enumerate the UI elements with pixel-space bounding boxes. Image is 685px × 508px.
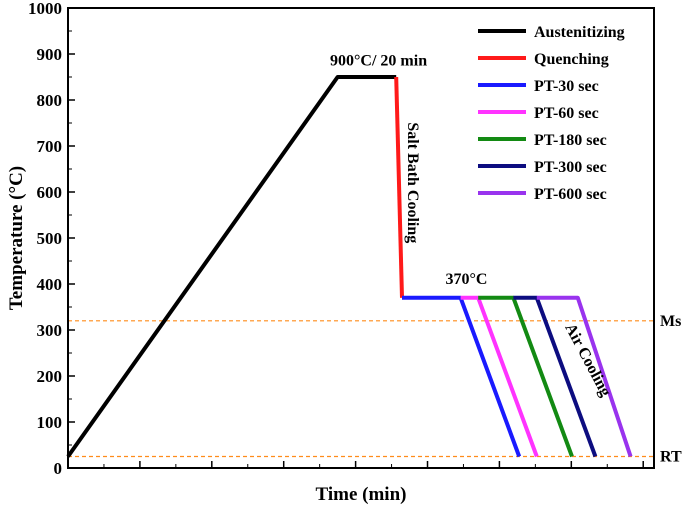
annotation-1: Salt Bath Cooling [404, 122, 421, 243]
legend-label-5: PT-300 sec [534, 159, 607, 176]
legend-label-0: Austenitizing [534, 24, 625, 41]
series-line-3 [460, 295, 539, 458]
series-line-5 [513, 295, 598, 458]
series-line-4 [478, 295, 574, 458]
legend-label-6: PT-600 sec [534, 186, 607, 203]
annotation-2: 370°C [446, 271, 488, 288]
y-tick-label-1: 100 [37, 413, 63, 432]
legend-label-2: PT-30 sec [534, 78, 599, 95]
legend-label-1: Quenching [534, 51, 609, 68]
y-tick-label-10: 1000 [28, 0, 62, 18]
y-tick-label-6: 600 [37, 183, 63, 202]
y-tick-label-7: 700 [37, 137, 63, 156]
reference-label-ms: Ms [660, 313, 681, 330]
x-axis-title: Time (min) [316, 484, 407, 505]
series-line-1 [394, 76, 404, 298]
reference-label-rt: RT [660, 449, 682, 466]
y-axis-title: Temperature (°C) [6, 166, 27, 310]
y-tick-label-9: 900 [37, 45, 63, 64]
annotation-0: 900°C/ 20 min [330, 53, 427, 70]
y-tick-label-4: 400 [37, 275, 63, 294]
legend-label-3: PT-60 sec [534, 105, 599, 122]
series-line-2 [402, 295, 522, 458]
legend-label-4: PT-180 sec [534, 132, 607, 149]
y-tick-label-0: 0 [54, 459, 63, 478]
y-tick-label-5: 500 [37, 229, 63, 248]
series-line-6 [536, 295, 633, 458]
y-tick-label-8: 800 [37, 91, 63, 110]
series-line-0 [66, 75, 397, 458]
y-tick-label-2: 200 [37, 367, 63, 386]
y-tick-label-3: 300 [37, 321, 63, 340]
